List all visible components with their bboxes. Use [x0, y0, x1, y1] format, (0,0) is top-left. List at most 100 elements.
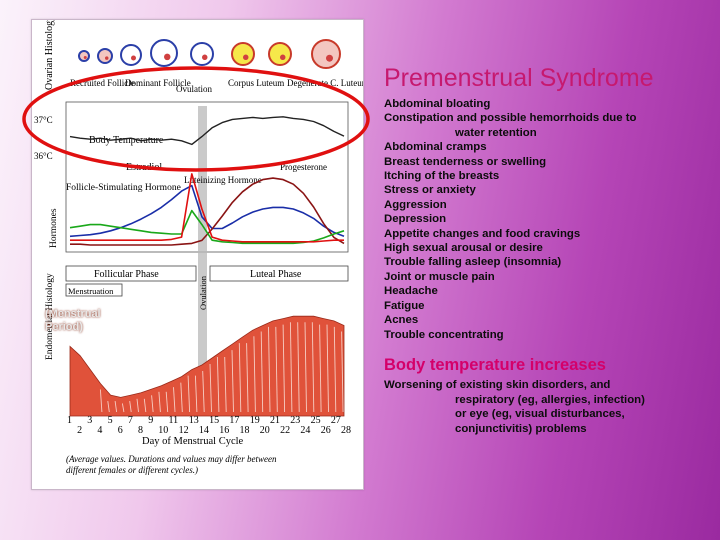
stage-label-corpus: Corpus Luteum: [228, 78, 284, 88]
lh-label: Luteinizing Hormone: [184, 175, 262, 185]
endometrial-gland: [216, 356, 220, 413]
temperature-heading: Body temperature increases: [384, 356, 606, 374]
day-tick-label: 8: [138, 425, 143, 436]
symptom-item: Trouble concentrating: [384, 328, 504, 341]
symptom-item: Breast tenderness or swelling: [384, 155, 547, 168]
endometrial-gland: [151, 395, 154, 413]
oocyte-dot: [164, 53, 171, 61]
menstruation-box: [65, 283, 123, 297]
endometrial-gland: [194, 375, 198, 413]
worsening-line: Worsening of existing skin disorders, an…: [384, 379, 611, 391]
day-tick-label: 24: [300, 425, 310, 436]
menstrual-period-label: (Menstrual Period): [45, 308, 101, 333]
lh-line: [70, 173, 344, 243]
symptom-list: Abdominal bloating Constipation and poss…: [384, 97, 704, 342]
estradiol-label: Estradiol: [126, 162, 162, 173]
day-tick-label: 15: [209, 415, 219, 426]
slide-title: Premenstrual Syndrome: [384, 64, 654, 92]
endometrial-gland: [231, 350, 234, 413]
ovulation-vertical-label: Ovulation: [198, 275, 208, 310]
x-axis-title: Day of Menstrual Cycle: [142, 436, 244, 447]
symptom-item: Trouble falling asleep (insomnia): [384, 256, 562, 269]
oocyte-dot: [202, 54, 208, 61]
endometrial-gland: [268, 326, 271, 413]
endometrial-gland: [289, 322, 293, 413]
day-tick-label: 22: [280, 425, 290, 436]
symptom-item-continuation: water retention: [455, 126, 537, 139]
day-tick-label: 5: [108, 415, 113, 426]
corpus-luteum-icon: [268, 42, 292, 66]
progesterone-label: Progesterone: [280, 162, 327, 172]
day-tick-label: 1: [67, 415, 72, 426]
day-ticks-odd: 1 3 5 7 9 11 13 15 17 19 21 23 25 27: [67, 415, 341, 426]
endometrial-axis-label: Endometrial Histology: [45, 273, 55, 360]
day-tick-label: 2: [77, 425, 82, 436]
endometrial-gland: [238, 343, 242, 413]
symptom-item: Acnes: [384, 314, 419, 327]
symptom-item: High sexual arousal or desire: [384, 242, 543, 255]
footnote-line-2: different females or different cycles.): [66, 465, 198, 475]
endometrial-gland: [304, 322, 307, 413]
oocyte-dot: [105, 56, 109, 60]
symptom-item: Itching of the breasts: [384, 170, 500, 183]
worsening-line: respiratory (eg, allergies, infection): [455, 393, 645, 406]
symptom-item: Depression: [384, 213, 447, 226]
endometrial-gland: [114, 401, 118, 413]
day-ticks-even: 2 4 6 8 10 12 14 16 18 20 22 24 26 28: [77, 425, 351, 436]
worsening-line: or eye (eg, visual disturbances,: [455, 408, 625, 421]
stage-label-ovulation: Ovulation: [176, 84, 212, 94]
day-tick-label: 13: [189, 415, 199, 426]
day-tick-label: 10: [158, 425, 168, 436]
recruited-follicle-icon: [78, 50, 90, 62]
day-tick-label: 3: [87, 415, 92, 426]
symptom-item: Joint or muscle pain: [384, 270, 495, 283]
progesterone-line: [70, 177, 345, 246]
symptom-item: Constipation and possible hemorrhoids du…: [384, 112, 637, 125]
day-tick-label: 4: [97, 425, 102, 436]
day-tick-label: 11: [169, 415, 179, 426]
oocyte-dot: [83, 56, 87, 59]
temp-high-label: 37°C: [34, 115, 53, 125]
day-tick-label: 20: [260, 425, 270, 436]
endometrial-gland: [319, 324, 322, 413]
oocyte-dot: [280, 54, 286, 61]
endometrial-gland: [326, 324, 329, 413]
endometrial-gland: [129, 401, 132, 413]
footnote-line-1: (Average values. Durations and values ma…: [66, 454, 277, 464]
fsh-line: [69, 209, 345, 245]
symptom-item: Abdominal cramps: [384, 141, 487, 154]
symptom-item: Headache: [384, 285, 438, 298]
symptom-item: Stress or anxiety: [384, 184, 476, 197]
endometrial-gland: [209, 363, 212, 413]
mature-follicle-icon: [150, 39, 178, 67]
day-tick-label: 19: [250, 415, 260, 426]
symptom-item: Fatigue: [384, 299, 425, 312]
ovarian-axis-label: Ovarian Histology: [44, 20, 55, 90]
endometrial-gland: [202, 370, 205, 413]
worsening-paragraph: Worsening of existing skin disorders, an…: [384, 378, 704, 436]
follicular-phase-label: Follicular Phase: [94, 269, 159, 280]
day-tick-label: 14: [199, 425, 209, 436]
endometrial-gland: [253, 336, 256, 413]
endometrial-gland: [107, 401, 110, 413]
oocyte-dot: [131, 55, 136, 61]
hormones-axis-label: Hormones: [49, 208, 59, 248]
endometrial-gland: [311, 322, 315, 413]
day-tick-label: 27: [331, 415, 341, 426]
endometrial-gland: [333, 326, 337, 413]
endometrial-gland: [158, 391, 161, 413]
day-tick-label: 7: [128, 415, 133, 426]
endometrial-gland: [165, 391, 169, 413]
day-tick-label: 9: [148, 415, 153, 426]
endometrial-gland: [136, 398, 139, 413]
oocyte-dot: [326, 54, 333, 62]
endometrial-gland: [143, 398, 147, 413]
menstruation-label: Menstruation: [68, 286, 114, 296]
cycle-diagram: Ovarian Histology Recruited Follicle Dom…: [34, 20, 363, 475]
ovulating-follicle-icon: [190, 42, 214, 66]
degenerate-corpus-icon: [311, 39, 341, 69]
stage-label-degenerate: Degenerate C. Luteum: [287, 78, 363, 88]
day-tick-label: 12: [179, 425, 189, 436]
endometrial-gland: [246, 343, 249, 413]
body-temp-label: Body Temperature: [89, 135, 164, 146]
